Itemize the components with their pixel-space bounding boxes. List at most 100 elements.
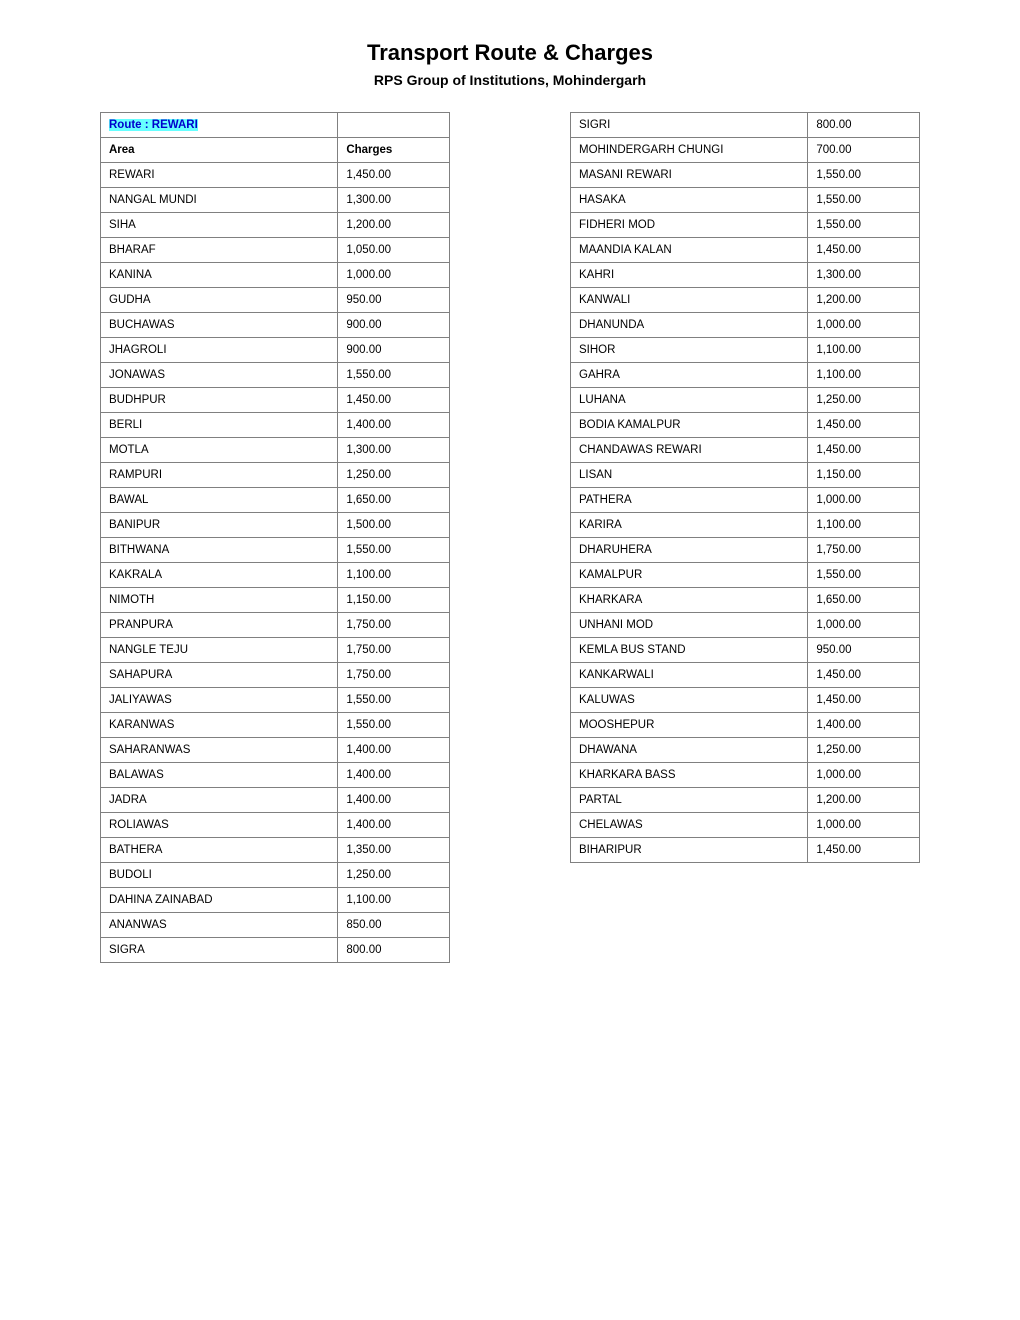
charge-cell: 1,450.00 — [338, 388, 450, 413]
area-cell: DAHINA ZAINABAD — [101, 888, 338, 913]
table-row: PARTAL1,200.00 — [571, 788, 920, 813]
table-row: LUHANA1,250.00 — [571, 388, 920, 413]
table-row: BAWAL1,650.00 — [101, 488, 450, 513]
area-cell: JONAWAS — [101, 363, 338, 388]
table-row: SAHAPURA1,750.00 — [101, 663, 450, 688]
area-cell: CHELAWAS — [571, 813, 808, 838]
area-cell: BUCHAWAS — [101, 313, 338, 338]
columns-container: Route : REWARI Area Charges REWARI 1,450.… — [100, 112, 920, 963]
charge-cell: 1,650.00 — [338, 488, 450, 513]
area-cell: SIGRI — [571, 113, 808, 138]
charge-cell: 1,000.00 — [808, 488, 920, 513]
left-column: Route : REWARI Area Charges REWARI 1,450.… — [100, 112, 450, 963]
table-row: SAHARANWAS1,400.00 — [101, 738, 450, 763]
area-cell: JHAGROLI — [101, 338, 338, 363]
area-cell: BERLI — [101, 413, 338, 438]
charge-cell: 850.00 — [338, 913, 450, 938]
area-cell: MAANDIA KALAN — [571, 238, 808, 263]
area-cell: KAMALPUR — [571, 563, 808, 588]
area-cell: KAKRALA — [101, 563, 338, 588]
charge-cell: 1,000.00 — [808, 313, 920, 338]
table-row: KARIRA1,100.00 — [571, 513, 920, 538]
area-cell: BODIA KAMALPUR — [571, 413, 808, 438]
charge-cell: 950.00 — [808, 638, 920, 663]
table-row: BIHARIPUR1,450.00 — [571, 838, 920, 863]
charge-cell: 1,250.00 — [808, 388, 920, 413]
table-row: FIDHERI MOD1,550.00 — [571, 213, 920, 238]
charge-cell: 1,400.00 — [338, 813, 450, 838]
table-row: MASANI REWARI1,550.00 — [571, 163, 920, 188]
area-cell: GAHRA — [571, 363, 808, 388]
table-row: CHANDAWAS REWARI1,450.00 — [571, 438, 920, 463]
table-row: NANGLE TEJU1,750.00 — [101, 638, 450, 663]
table-row: JADRA1,400.00 — [101, 788, 450, 813]
area-cell: PRANPURA — [101, 613, 338, 638]
charge-cell: 1,650.00 — [808, 588, 920, 613]
charge-cell: 1,750.00 — [808, 538, 920, 563]
table-row: GUDHA950.00 — [101, 288, 450, 313]
area-cell: REWARI — [101, 163, 338, 188]
table-row: MOHINDERGARH CHUNGI700.00 — [571, 138, 920, 163]
table-row: SIHOR1,100.00 — [571, 338, 920, 363]
charge-cell: 1,550.00 — [808, 188, 920, 213]
route-label: Route : REWARI — [109, 119, 198, 131]
area-cell: MOOSHEPUR — [571, 713, 808, 738]
area-cell: KALUWAS — [571, 688, 808, 713]
charge-cell: 1,550.00 — [808, 563, 920, 588]
table-row: NIMOTH1,150.00 — [101, 588, 450, 613]
area-cell: MOHINDERGARH CHUNGI — [571, 138, 808, 163]
charge-cell: 1,000.00 — [808, 763, 920, 788]
area-cell: ANANWAS — [101, 913, 338, 938]
area-cell: NANGAL MUNDI — [101, 188, 338, 213]
header-row: Area Charges — [101, 138, 450, 163]
area-cell: FIDHERI MOD — [571, 213, 808, 238]
table-row: HASAKA1,550.00 — [571, 188, 920, 213]
table-row: JHAGROLI900.00 — [101, 338, 450, 363]
area-cell: KANKARWALI — [571, 663, 808, 688]
area-cell: SAHARANWAS — [101, 738, 338, 763]
charge-cell: 1,100.00 — [808, 338, 920, 363]
charge-cell: 1,550.00 — [338, 713, 450, 738]
charge-cell: 950.00 — [338, 288, 450, 313]
area-cell: LUHANA — [571, 388, 808, 413]
charge-cell: 1,200.00 — [808, 288, 920, 313]
table-row: BALAWAS1,400.00 — [101, 763, 450, 788]
charge-cell: 1,450.00 — [808, 838, 920, 863]
charge-cell: 1,100.00 — [808, 513, 920, 538]
area-cell: KARANWAS — [101, 713, 338, 738]
area-cell: GUDHA — [101, 288, 338, 313]
table-row: BUCHAWAS900.00 — [101, 313, 450, 338]
area-cell: JALIYAWAS — [101, 688, 338, 713]
table-row: JONAWAS1,550.00 — [101, 363, 450, 388]
table-row: LISAN1,150.00 — [571, 463, 920, 488]
table-row: KHARKARA BASS1,000.00 — [571, 763, 920, 788]
area-cell: HASAKA — [571, 188, 808, 213]
area-cell: SAHAPURA — [101, 663, 338, 688]
area-cell: KHARKARA BASS — [571, 763, 808, 788]
right-column: SIGRI800.00MOHINDERGARH CHUNGI700.00MASA… — [570, 112, 920, 963]
charge-cell: 1,750.00 — [338, 638, 450, 663]
area-cell: DHARUHERA — [571, 538, 808, 563]
area-cell: BAWAL — [101, 488, 338, 513]
table-row: KHARKARA1,650.00 — [571, 588, 920, 613]
table-row: BUDHPUR1,450.00 — [101, 388, 450, 413]
table-row: KAHRI1,300.00 — [571, 263, 920, 288]
area-cell: MASANI REWARI — [571, 163, 808, 188]
table-row: JALIYAWAS1,550.00 — [101, 688, 450, 713]
charge-cell: 1,300.00 — [338, 188, 450, 213]
table-row: UNHANI MOD1,000.00 — [571, 613, 920, 638]
charge-cell: 1,400.00 — [808, 713, 920, 738]
charge-cell: 1,750.00 — [338, 663, 450, 688]
area-cell: BIHARIPUR — [571, 838, 808, 863]
table-row: MOOSHEPUR1,400.00 — [571, 713, 920, 738]
table-row: KANKARWALI1,450.00 — [571, 663, 920, 688]
area-cell: KAHRI — [571, 263, 808, 288]
charge-cell: 1,100.00 — [808, 363, 920, 388]
charge-cell: 700.00 — [808, 138, 920, 163]
charge-cell: 1,450.00 — [808, 663, 920, 688]
right-table: SIGRI800.00MOHINDERGARH CHUNGI700.00MASA… — [570, 112, 920, 863]
table-row: KAKRALA1,100.00 — [101, 563, 450, 588]
charge-cell: 1,100.00 — [338, 888, 450, 913]
table-row: KANINA1,000.00 — [101, 263, 450, 288]
charge-cell: 1,550.00 — [338, 688, 450, 713]
